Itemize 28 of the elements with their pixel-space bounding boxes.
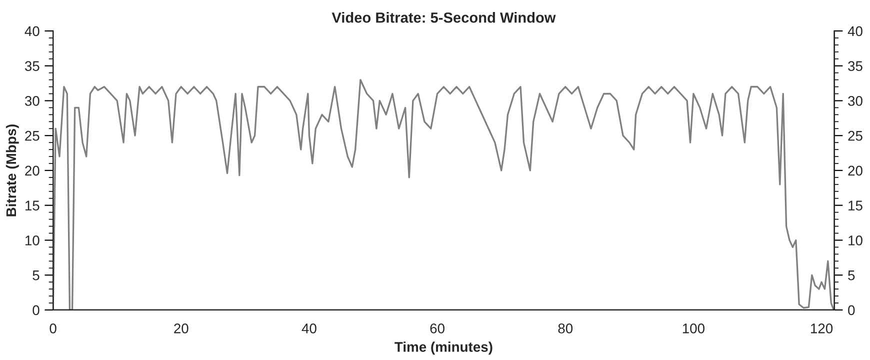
x-tick-label: 60 xyxy=(430,324,444,334)
x-tick-label: 80 xyxy=(558,324,573,334)
y-tick-label: 5 xyxy=(32,270,40,280)
y-tick-label: 0 xyxy=(32,305,40,316)
x-tick-label: 20 xyxy=(174,324,188,334)
y2-tick-label: 15 xyxy=(848,200,862,211)
y2-tick-label: 30 xyxy=(848,96,862,106)
x-tick-label: 120 xyxy=(810,324,833,334)
x-tick-label: 100 xyxy=(682,324,704,334)
y2-tick-label: 20 xyxy=(848,166,862,176)
x-axis-title: Time (minutes) xyxy=(394,342,492,355)
y2-tick-label: 25 xyxy=(848,130,862,141)
y-tick-label: 40 xyxy=(24,26,40,36)
x-tick-label: 40 xyxy=(302,324,316,334)
y-tick-label: 30 xyxy=(24,96,40,106)
x-tick-label: 0 xyxy=(50,324,56,334)
y2-tick-label: 5 xyxy=(848,270,855,280)
y-tick-label: 25 xyxy=(25,130,40,141)
y-tick-label: 35 xyxy=(24,61,40,72)
y-tick-label: 15 xyxy=(25,200,40,211)
y2-tick-label: 10 xyxy=(848,236,862,246)
y-tick-label: 10 xyxy=(25,236,40,246)
chart-title: Video Bitrate: 5-Second Window xyxy=(332,12,556,23)
y2-tick-label: 35 xyxy=(848,61,862,72)
y2-tick-label: 40 xyxy=(848,26,862,36)
y-axis-title: Bitrate (Mbps) xyxy=(6,124,19,216)
y2-tick-label: 0 xyxy=(848,305,855,316)
y-tick-label: 20 xyxy=(25,166,40,176)
